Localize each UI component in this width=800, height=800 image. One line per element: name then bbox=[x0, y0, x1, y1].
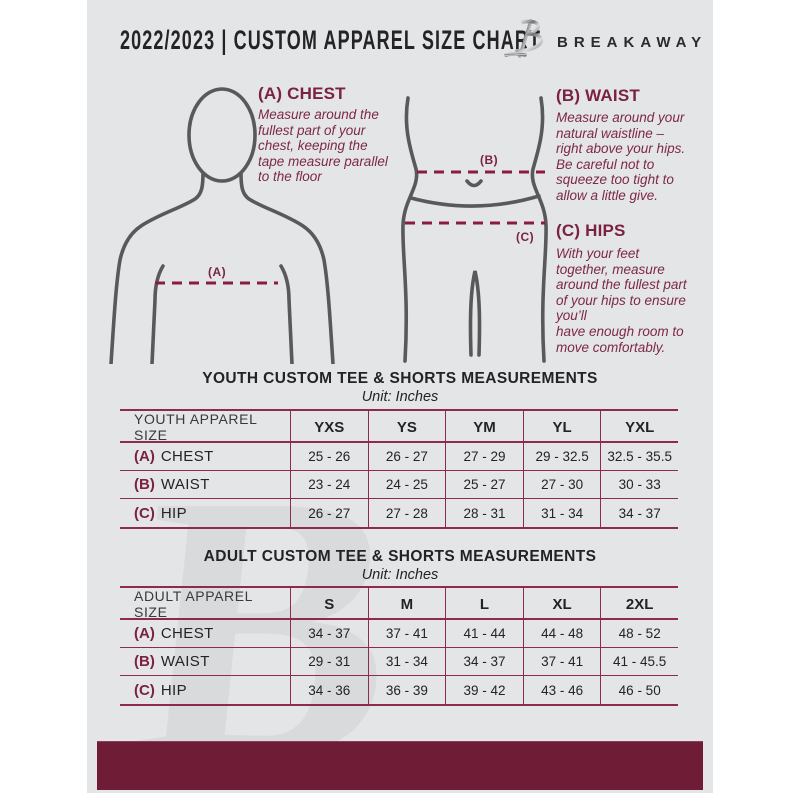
hips-instruction-body: With your feet together, measure around … bbox=[556, 246, 687, 355]
size-column-header: YXS bbox=[290, 411, 368, 443]
size-column-header: YXL bbox=[600, 411, 678, 443]
size-column-header: 2XL bbox=[600, 588, 678, 620]
waist-line-label: (B) bbox=[480, 153, 498, 167]
size-range-cell: 37 - 41 bbox=[367, 620, 446, 647]
size-range-cell: 34 - 37 bbox=[290, 620, 368, 647]
size-range-cell: 31 - 34 bbox=[367, 648, 446, 675]
chest-instruction-heading: (A) CHEST bbox=[258, 84, 346, 103]
waist-hip-figure-illustration: (B) (C) bbox=[401, 96, 548, 363]
youth-chest-row: (A) CHEST 25 - 26 26 - 27 27 - 29 29 - 3… bbox=[120, 443, 678, 471]
figure-head bbox=[187, 87, 257, 183]
page-title: 2022/2023 | CUSTOM APPAREL SIZE CHART bbox=[120, 25, 542, 56]
adult-table-unit: Unit: Inches bbox=[361, 567, 439, 583]
size-range-cell: 29 - 32.5 bbox=[522, 443, 601, 470]
adult-waist-row: (B) WAIST 29 - 31 31 - 34 34 - 37 37 - 4… bbox=[120, 648, 678, 676]
size-header-label: ADULT APPAREL SIZE bbox=[134, 588, 253, 620]
adult-table-title: ADULT CUSTOM TEE & SHORTS MEASUREMENTS bbox=[203, 548, 597, 565]
size-range-cell: 34 - 37 bbox=[600, 499, 678, 527]
size-column-header: XL bbox=[522, 588, 601, 620]
size-range-cell: 24 - 25 bbox=[367, 471, 446, 498]
measurement-row-label: (A) CHEST bbox=[134, 625, 214, 642]
breakaway-logo-icon bbox=[504, 19, 544, 58]
size-range-cell: 34 - 36 bbox=[290, 676, 368, 704]
size-range-cell: 44 - 48 bbox=[522, 620, 601, 647]
chart-page: B 2022/2023 | CUSTOM APPAREL SIZE CHART bbox=[87, 0, 713, 793]
size-range-cell: 31 - 34 bbox=[522, 499, 601, 527]
size-range-cell: 25 - 26 bbox=[290, 443, 368, 470]
size-range-cell: 29 - 31 bbox=[290, 648, 368, 675]
measurement-row-label: (C) HIP bbox=[134, 504, 188, 522]
size-range-cell: 23 - 24 bbox=[290, 471, 368, 498]
size-range-cell: 32.5 - 35.5 bbox=[600, 443, 678, 470]
size-range-cell: 37 - 41 bbox=[522, 648, 601, 675]
waist-instruction-heading: (B) WAIST bbox=[556, 86, 640, 105]
chest-instruction-body: Measure around the fullest part of your … bbox=[258, 107, 388, 185]
size-range-cell: 48 - 52 bbox=[600, 620, 678, 647]
measurement-row-label: (C) HIP bbox=[134, 681, 188, 699]
hip-line-label: (C) bbox=[516, 230, 534, 244]
size-column-header: L bbox=[445, 588, 523, 620]
size-range-cell: 41 - 44 bbox=[445, 620, 523, 647]
size-range-cell: 27 - 30 bbox=[522, 471, 601, 498]
youth-waist-row: (B) WAIST 23 - 24 24 - 25 25 - 27 27 - 3… bbox=[120, 471, 678, 499]
youth-hip-row: (C) HIP 26 - 27 27 - 28 28 - 31 31 - 34 … bbox=[120, 499, 678, 527]
size-range-cell: 27 - 29 bbox=[445, 443, 523, 470]
size-header-label: YOUTH APPAREL SIZE bbox=[134, 411, 257, 443]
size-range-cell: 39 - 42 bbox=[445, 676, 523, 704]
measurement-row-label: (B) WAIST bbox=[134, 653, 210, 670]
adult-size-table: ADULT APPAREL SIZE S M L XL 2XL (A) CHES… bbox=[120, 586, 678, 706]
size-range-cell: 28 - 31 bbox=[445, 499, 523, 527]
hips-instruction-heading: (C) HIPS bbox=[556, 221, 626, 240]
adult-chest-row: (A) CHEST 34 - 37 37 - 41 41 - 44 44 - 4… bbox=[120, 620, 678, 648]
waist-instruction-body: Measure around your natural waistline – … bbox=[556, 110, 686, 203]
size-column-header: S bbox=[290, 588, 368, 620]
measurement-row-label: (B) WAIST bbox=[134, 476, 210, 493]
youth-header-row: YOUTH APPAREL SIZE YXS YS YM YL YXL bbox=[120, 411, 678, 443]
size-range-cell: 27 - 28 bbox=[367, 499, 446, 527]
size-range-cell: 43 - 46 bbox=[522, 676, 601, 704]
youth-size-table: YOUTH APPAREL SIZE YXS YS YM YL YXL (A) … bbox=[120, 409, 678, 529]
size-range-cell: 34 - 37 bbox=[445, 648, 523, 675]
brand-name: BREAKAWAY bbox=[557, 34, 708, 51]
footer-accent-bar bbox=[97, 741, 703, 790]
size-range-cell: 26 - 27 bbox=[367, 443, 446, 470]
chest-line-label: (A) bbox=[208, 265, 226, 279]
chest-figure-illustration: (A) bbox=[109, 87, 335, 364]
size-column-header: YS bbox=[367, 411, 446, 443]
size-column-header: YL bbox=[522, 411, 601, 443]
size-column-header: YM bbox=[445, 411, 523, 443]
adult-hip-row: (C) HIP 34 - 36 36 - 39 39 - 42 43 - 46 … bbox=[120, 676, 678, 704]
size-range-cell: 36 - 39 bbox=[367, 676, 446, 704]
adult-header-row: ADULT APPAREL SIZE S M L XL 2XL bbox=[120, 588, 678, 620]
youth-table-unit: Unit: Inches bbox=[361, 389, 439, 405]
size-range-cell: 30 - 33 bbox=[600, 471, 678, 498]
size-range-cell: 26 - 27 bbox=[290, 499, 368, 527]
measurement-row-label: (A) CHEST bbox=[134, 448, 214, 465]
size-column-header: M bbox=[367, 588, 446, 620]
youth-table-title: YOUTH CUSTOM TEE & SHORTS MEASUREMENTS bbox=[202, 370, 598, 387]
size-range-cell: 25 - 27 bbox=[445, 471, 523, 498]
size-range-cell: 41 - 45.5 bbox=[600, 648, 678, 675]
size-range-cell: 46 - 50 bbox=[600, 676, 678, 704]
